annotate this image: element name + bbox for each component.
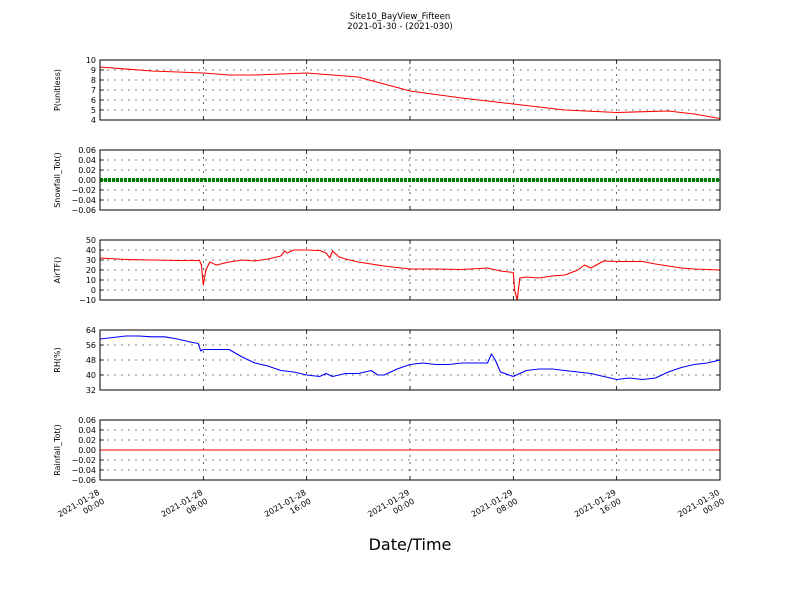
y-tick-label: 5 [91,106,96,115]
axes-frame [99,59,721,121]
panel-4: 32 40 48 56 64 RH(%) [53,326,721,395]
chart-title: Site10_BayView_Fifteen [350,12,451,22]
y-tick-label: 10 [86,276,96,285]
y-tick-label: −0.06 [71,476,96,485]
panel-5: −0.06−0.04−0.020.000.020.040.06 Rainfall_… [53,416,721,485]
series-line-1 [99,249,721,301]
y-tick-label: 40 [86,371,96,380]
x-tick-label: 2021-01-3000:00 [676,488,726,528]
y-tick-label: 10 [86,56,96,65]
y-tick-label: 0.04 [78,156,96,165]
series-line-1 [99,335,721,381]
y-tick-label: 30 [86,256,96,265]
y-tick-label: 0.06 [78,146,96,155]
y-tick-label: 40 [86,246,96,255]
y-tick-label: 0.00 [78,446,96,455]
y-axis-label: RH(%) [53,347,62,372]
x-tick-label: 2021-01-2816:00 [263,488,313,528]
y-tick-label: −10 [79,296,96,305]
panel-2: −0.06−0.04−0.020.000.020.040.06 Snowfall_… [53,146,721,215]
y-tick-label: 56 [86,341,96,350]
axes-frame [99,419,721,481]
y-axis-label: Rainfall_Tot() [53,424,62,476]
y-tick-label: 8 [91,76,96,85]
x-tick-label: 2021-01-2908:00 [470,488,520,528]
y-tick-label: 6 [91,96,96,105]
x-tick-label: 2021-01-2916:00 [573,488,623,528]
y-tick-label: −0.02 [71,186,96,195]
x-tick-label: 2021-01-2800:00 [56,488,106,528]
y-axis-label: Snowfall_Tot() [53,152,62,208]
x-tick-label: 2021-01-2900:00 [366,488,416,528]
y-tick-label: −0.06 [71,206,96,215]
y-tick-label: −0.04 [71,196,96,205]
y-tick-label: 20 [86,266,96,275]
y-tick-label: 48 [86,356,96,365]
y-tick-label: 50 [86,236,96,245]
series-line-1 [99,66,721,120]
y-tick-label: 0.06 [78,416,96,425]
y-tick-label: 0 [91,286,96,295]
y-axis-label: P(unitless) [53,69,62,111]
y-tick-label: 32 [86,386,96,395]
y-tick-label: 0.04 [78,426,96,435]
y-tick-label: 7 [91,86,96,95]
y-axis-label: AirTF() [53,257,62,284]
x-tick-label: 2021-01-2808:00 [160,488,210,528]
axes-frame [99,149,721,211]
axes-frame [99,239,721,301]
y-tick-label: 0.02 [78,436,96,445]
y-tick-label: 64 [86,326,96,335]
x-axis-ticks: 2021-01-2800:00 2021-01-2808:00 2021-01-28… [56,488,726,528]
y-tick-label: −0.02 [71,456,96,465]
chart-subtitle: 2021-01-30 - (2021-030) [347,22,452,32]
y-tick-label: 0.02 [78,166,96,175]
y-tick-label: −0.04 [71,466,96,475]
y-tick-label: 0.00 [78,176,96,185]
x-axis-label: Date/Time [369,535,452,554]
y-tick-label: 9 [91,66,96,75]
axes-frame [99,329,721,391]
y-tick-label: 4 [91,116,96,125]
panels: 45678910P(unitless)−0.06−0.04−0.020.000.… [53,56,721,485]
